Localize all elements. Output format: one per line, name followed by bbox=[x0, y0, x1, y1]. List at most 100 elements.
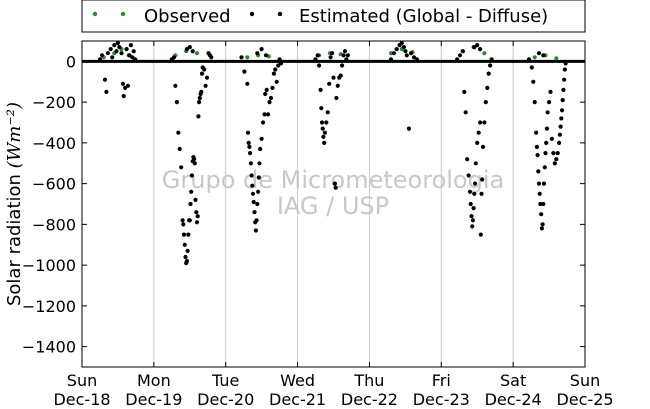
estimated-point bbox=[536, 169, 541, 174]
x-tick-label-date: Dec-18 bbox=[53, 390, 110, 409]
estimated-point bbox=[473, 161, 478, 166]
estimated-point bbox=[179, 165, 184, 170]
estimated-point bbox=[555, 151, 560, 156]
estimated-point bbox=[475, 140, 480, 145]
estimated-point bbox=[342, 49, 348, 54]
estimated-point bbox=[403, 49, 408, 54]
estimated-point bbox=[536, 181, 542, 186]
y-tick-label: −200 bbox=[32, 93, 76, 112]
estimated-point bbox=[548, 89, 553, 94]
estimated-point bbox=[539, 212, 544, 217]
estimated-point bbox=[478, 47, 483, 52]
estimated-point bbox=[112, 43, 117, 48]
estimated-point bbox=[189, 173, 194, 178]
estimated-point bbox=[334, 95, 339, 101]
estimated-point bbox=[123, 85, 128, 90]
y-tick-label: 0 bbox=[66, 52, 76, 71]
estimated-point bbox=[180, 218, 185, 223]
estimated-point bbox=[239, 55, 244, 60]
legend-marker-observed-2 bbox=[120, 11, 126, 17]
estimated-point bbox=[253, 228, 258, 233]
estimated-point bbox=[259, 47, 264, 52]
estimated-point bbox=[262, 112, 267, 117]
estimated-point bbox=[174, 100, 179, 105]
estimated-point bbox=[256, 189, 261, 194]
y-tick-label: −400 bbox=[32, 134, 76, 153]
estimated-point bbox=[133, 57, 138, 62]
estimated-point bbox=[271, 71, 276, 76]
y-tick-label: −600 bbox=[32, 175, 76, 194]
estimated-point bbox=[388, 57, 394, 62]
estimated-point bbox=[266, 112, 271, 117]
x-tick-label-day: Sun bbox=[67, 371, 97, 390]
estimated-point bbox=[203, 83, 208, 88]
estimated-point bbox=[471, 206, 476, 211]
estimated-point bbox=[486, 71, 491, 76]
estimated-point bbox=[188, 201, 193, 207]
estimated-point bbox=[539, 226, 545, 231]
estimated-point bbox=[245, 81, 250, 86]
estimated-point bbox=[470, 224, 475, 229]
x-tick-label-date: Dec-22 bbox=[341, 390, 398, 409]
legend-label-estimated: Estimated (Global - Diffuse) bbox=[299, 6, 548, 27]
estimated-point bbox=[344, 57, 349, 62]
estimated-point bbox=[125, 83, 131, 88]
estimated-point bbox=[541, 53, 546, 58]
estimated-point bbox=[333, 185, 338, 190]
estimated-point bbox=[97, 57, 103, 62]
estimated-point bbox=[526, 57, 532, 62]
estimated-point bbox=[532, 100, 537, 105]
estimated-point bbox=[472, 191, 477, 196]
estimated-point bbox=[557, 140, 562, 145]
estimated-point bbox=[181, 222, 186, 227]
estimated-point bbox=[182, 242, 187, 247]
estimated-point bbox=[476, 130, 481, 135]
estimated-point bbox=[194, 220, 200, 225]
estimated-point bbox=[117, 45, 122, 50]
estimated-point bbox=[406, 126, 411, 131]
estimated-point bbox=[192, 161, 197, 166]
estimated-point bbox=[541, 201, 546, 207]
x-tick-label-day: Fri bbox=[432, 371, 451, 390]
x-tick-label-date: Dec-21 bbox=[269, 390, 326, 409]
estimated-point bbox=[330, 51, 335, 56]
estimated-point bbox=[540, 222, 545, 227]
estimated-point bbox=[551, 151, 556, 156]
estimated-point bbox=[536, 51, 542, 56]
y-tick-label: −1400 bbox=[22, 338, 76, 357]
estimated-point bbox=[274, 79, 279, 84]
y-axis-label-unit: (Wm⁻²) bbox=[4, 102, 25, 168]
estimated-point bbox=[478, 120, 483, 125]
estimated-point bbox=[485, 85, 490, 90]
x-tick-label-date: Dec-24 bbox=[485, 390, 542, 409]
estimated-point bbox=[404, 53, 409, 58]
estimated-point bbox=[557, 132, 563, 137]
estimated-point bbox=[185, 248, 190, 253]
estimated-point bbox=[482, 120, 487, 125]
x-axis: SunDec-18MonDec-19TueDec-20WedDec-21ThuD… bbox=[53, 41, 614, 409]
estimated-point bbox=[320, 126, 325, 131]
estimated-point bbox=[258, 146, 263, 152]
estimated-point bbox=[267, 100, 272, 105]
estimated-point bbox=[184, 259, 189, 264]
y-tick-label: −1200 bbox=[22, 297, 76, 316]
estimated-point bbox=[543, 151, 548, 156]
estimated-point bbox=[559, 116, 564, 121]
estimated-point bbox=[261, 120, 266, 125]
estimated-point bbox=[325, 110, 330, 115]
estimated-point bbox=[318, 87, 323, 92]
x-tick-label-day: Mon bbox=[137, 371, 171, 390]
estimated-point bbox=[460, 49, 465, 54]
estimated-point bbox=[562, 77, 567, 82]
estimated-point bbox=[189, 189, 194, 194]
estimated-point bbox=[199, 71, 205, 76]
estimated-point bbox=[251, 199, 256, 205]
estimated-point bbox=[338, 73, 343, 78]
x-tick-label-day: Tue bbox=[211, 371, 239, 390]
estimated-point bbox=[119, 51, 124, 56]
estimated-point bbox=[252, 210, 257, 215]
estimated-point bbox=[544, 140, 549, 145]
estimated-point bbox=[467, 189, 473, 194]
estimated-point bbox=[322, 130, 327, 135]
estimated-point bbox=[535, 153, 540, 158]
